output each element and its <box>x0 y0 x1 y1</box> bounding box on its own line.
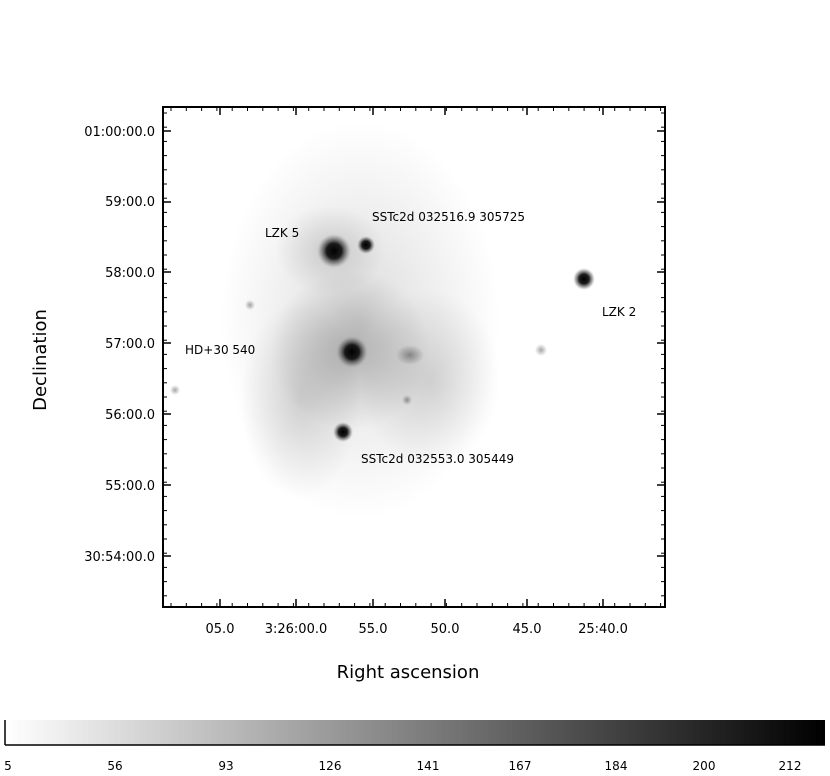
dec-tick-label: 01:00:00.0 <box>84 125 155 140</box>
star-central <box>336 336 368 368</box>
colorbar-tick-labels: 5 56 93 126 141 167 184 200 212 <box>4 759 801 773</box>
dec-tick-label: 30:54:00.0 <box>84 550 155 565</box>
plot-frame <box>162 106 666 608</box>
dec-tick-labels: 01:00:00.0 59:00.0 58:00.0 57:00.0 56:00… <box>84 125 155 565</box>
dec-tick-label: 55:00.0 <box>105 479 155 494</box>
dec-tick-label: 58:00.0 <box>105 266 155 281</box>
dec-tick-label: 57:00.0 <box>105 337 155 352</box>
ra-tick-label: 45.0 <box>513 622 542 637</box>
star-sstc2d-032553 <box>333 422 353 442</box>
colorbar-tick-label: 167 <box>509 759 532 773</box>
source-label-sstc2d-032553: SSTc2d 032553.0 305449 <box>361 452 514 466</box>
source-label-hd30540: HD+30 540 <box>185 343 255 357</box>
source-label-lzk2: LZK 2 <box>602 305 636 319</box>
nebula-east-arm <box>360 290 500 470</box>
dec-tick-label: 56:00.0 <box>105 408 155 423</box>
star-sstc2d-032516 <box>357 236 375 254</box>
image-panel <box>163 107 665 607</box>
nebula-west-arm <box>240 300 360 500</box>
ra-tick-label: 3:26:00.0 <box>265 622 328 637</box>
colorbar: 5 56 93 126 141 167 184 200 212 <box>4 720 825 773</box>
nebula-knot <box>396 345 424 365</box>
colorbar-tick-label: 56 <box>107 759 122 773</box>
axis-ticks <box>163 107 665 607</box>
ra-tick-label: 25:40.0 <box>578 622 628 637</box>
faint-star <box>535 344 547 356</box>
ra-tick-label: 55.0 <box>359 622 388 637</box>
star-lzk5 <box>317 234 351 268</box>
colorbar-tick-label: 93 <box>218 759 233 773</box>
colorbar-gradient <box>5 720 825 745</box>
source-label-sstc2d-032516: SSTc2d 032516.9 305725 <box>372 210 525 224</box>
colorbar-tick-label: 126 <box>319 759 342 773</box>
dec-tick-label: 59:00.0 <box>105 195 155 210</box>
ra-tick-label: 05.0 <box>206 622 235 637</box>
ra-tick-label: 50.0 <box>431 622 460 637</box>
star-lzk2 <box>573 268 595 290</box>
faint-star <box>402 395 412 405</box>
source-label-lzk5: LZK 5 <box>265 226 299 240</box>
ra-tick-labels: 05.0 3:26:00.0 55.0 50.0 45.0 25:40.0 <box>206 622 628 637</box>
colorbar-tick-label: 212 <box>779 759 802 773</box>
source-labels: LZK 5 SSTc2d 032516.9 305725 LZK 2 HD+30… <box>185 210 636 466</box>
faint-star <box>245 300 255 310</box>
x-axis-title: Right ascension <box>337 662 480 683</box>
faint-star <box>170 385 180 395</box>
colorbar-tick-label: 184 <box>605 759 628 773</box>
colorbar-tick-label: 141 <box>417 759 440 773</box>
y-axis-title: Declination <box>30 309 51 411</box>
colorbar-tick-label: 5 <box>4 759 12 773</box>
colorbar-tick-label: 200 <box>693 759 716 773</box>
